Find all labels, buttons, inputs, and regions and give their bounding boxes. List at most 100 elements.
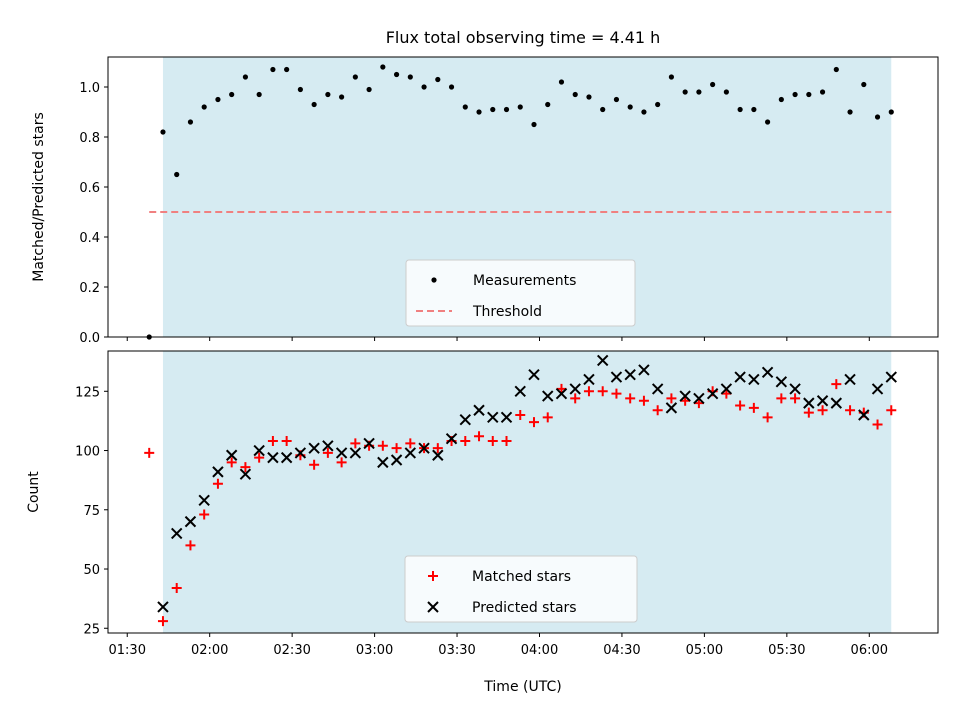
matched-star-point [570,393,581,404]
measurement-point [393,71,400,78]
predicted-star-point [500,411,513,424]
measurement-point [339,94,345,100]
measurement-point [380,64,386,70]
matched-star-point [474,431,485,442]
predicted-star-point [390,454,403,466]
measurement-point [352,74,358,80]
measurement-point [668,74,675,80]
matched-star-point [240,462,251,473]
matched-star-point [405,438,416,449]
predicted-star-point [322,440,334,452]
predicted-star-point [514,385,526,397]
measurement-point [888,109,894,115]
predicted-star-point [171,527,183,540]
measurement-point [435,76,441,83]
x-tick-label: 02:30 [273,643,310,658]
predicted-star-point [473,404,485,416]
y-tick-label: 0.8 [79,131,100,146]
y-tick-label: 0.2 [79,281,100,296]
x-tick-label: 05:00 [686,643,723,658]
matched-star-point [460,436,471,447]
measurement-point [696,89,702,95]
measurement-point [819,89,826,95]
matched-star-point [432,443,443,454]
matched-star-point [748,402,759,413]
matched-star-point [281,436,292,447]
measurement-point [861,81,867,88]
matched-star-point [336,457,347,468]
measurement-point [270,66,276,73]
matched-star-point [886,405,897,416]
predicted-star-point [542,390,554,402]
predicted-star-point [596,354,609,367]
matched-star-point [185,540,196,551]
predicted-star-point [308,442,320,454]
matched-star-point [322,447,333,458]
predicted-star-point [335,447,348,459]
matched-star-point [735,400,746,411]
measurement-point [242,74,249,80]
matched-star-point [226,457,237,468]
measurement-point [723,89,729,95]
measurement-point [572,91,578,98]
predicted-star-point [734,371,746,383]
predicted-star-point [885,371,897,383]
measurement-point [448,84,455,90]
legend-box [405,259,636,327]
matched-star-point [267,436,278,447]
y-tick-label: 125 [75,385,100,400]
predicted-star-point [720,383,733,395]
predicted-star-point [706,387,719,400]
measurement-point [187,119,194,125]
matched-star-point [350,438,361,449]
measurement-point [545,101,551,108]
predicted-star-point [253,444,265,457]
measurement-point [407,74,413,80]
matched-star-point [144,447,155,458]
predicted-star-point [157,601,169,613]
measurement-point [558,79,565,85]
predicted-star-point [858,409,870,421]
predicted-star-point [363,437,375,450]
top-y-axis-label: Matched/Predicted stars [31,112,47,282]
predicted-star-point [693,392,705,405]
x-tick-label: 04:30 [603,643,640,658]
measurement-point [751,106,757,113]
measurement-point [586,94,592,100]
matched-star-point [528,417,539,428]
matched-star-point [171,582,182,593]
predicted-star-point [487,411,499,424]
measurement-point [366,86,372,93]
y-tick-label: 25 [83,622,100,637]
matched-star-point [583,386,594,397]
matched-star-point [625,393,636,404]
predicted-star-point [445,432,458,445]
x-tick-label: 02:00 [191,643,228,658]
matched-star-point [845,405,856,416]
matched-star-point [377,440,388,451]
predicted-star-point [349,447,362,459]
measurement-point [792,91,798,98]
measurement-point [613,96,620,103]
x-tick-label: 04:00 [521,643,558,658]
top-plot-frame [107,56,939,338]
predicted-star-point [239,468,252,480]
predicted-star-point [528,368,540,381]
predicted-star-point [665,402,678,414]
y-tick-label: 0.4 [79,231,100,246]
predicted-star-point [583,373,595,386]
measurement-point [462,104,468,110]
y-tick-label: 50 [83,563,100,578]
legend-box [404,555,638,623]
measurement-point [325,91,331,98]
bottom-legend: Matched stars Predicted stars [404,555,638,623]
measurement-point [174,171,180,178]
legend-predicted-swatch [427,601,439,613]
measurement-point [517,104,523,110]
predicted-star-point [624,368,636,381]
predicted-star-point [267,451,279,464]
x-tick-label: 06:00 [851,643,888,658]
measurement-point [737,106,743,113]
bottom-plot-frame [107,350,939,634]
matched-star-point [157,616,168,627]
